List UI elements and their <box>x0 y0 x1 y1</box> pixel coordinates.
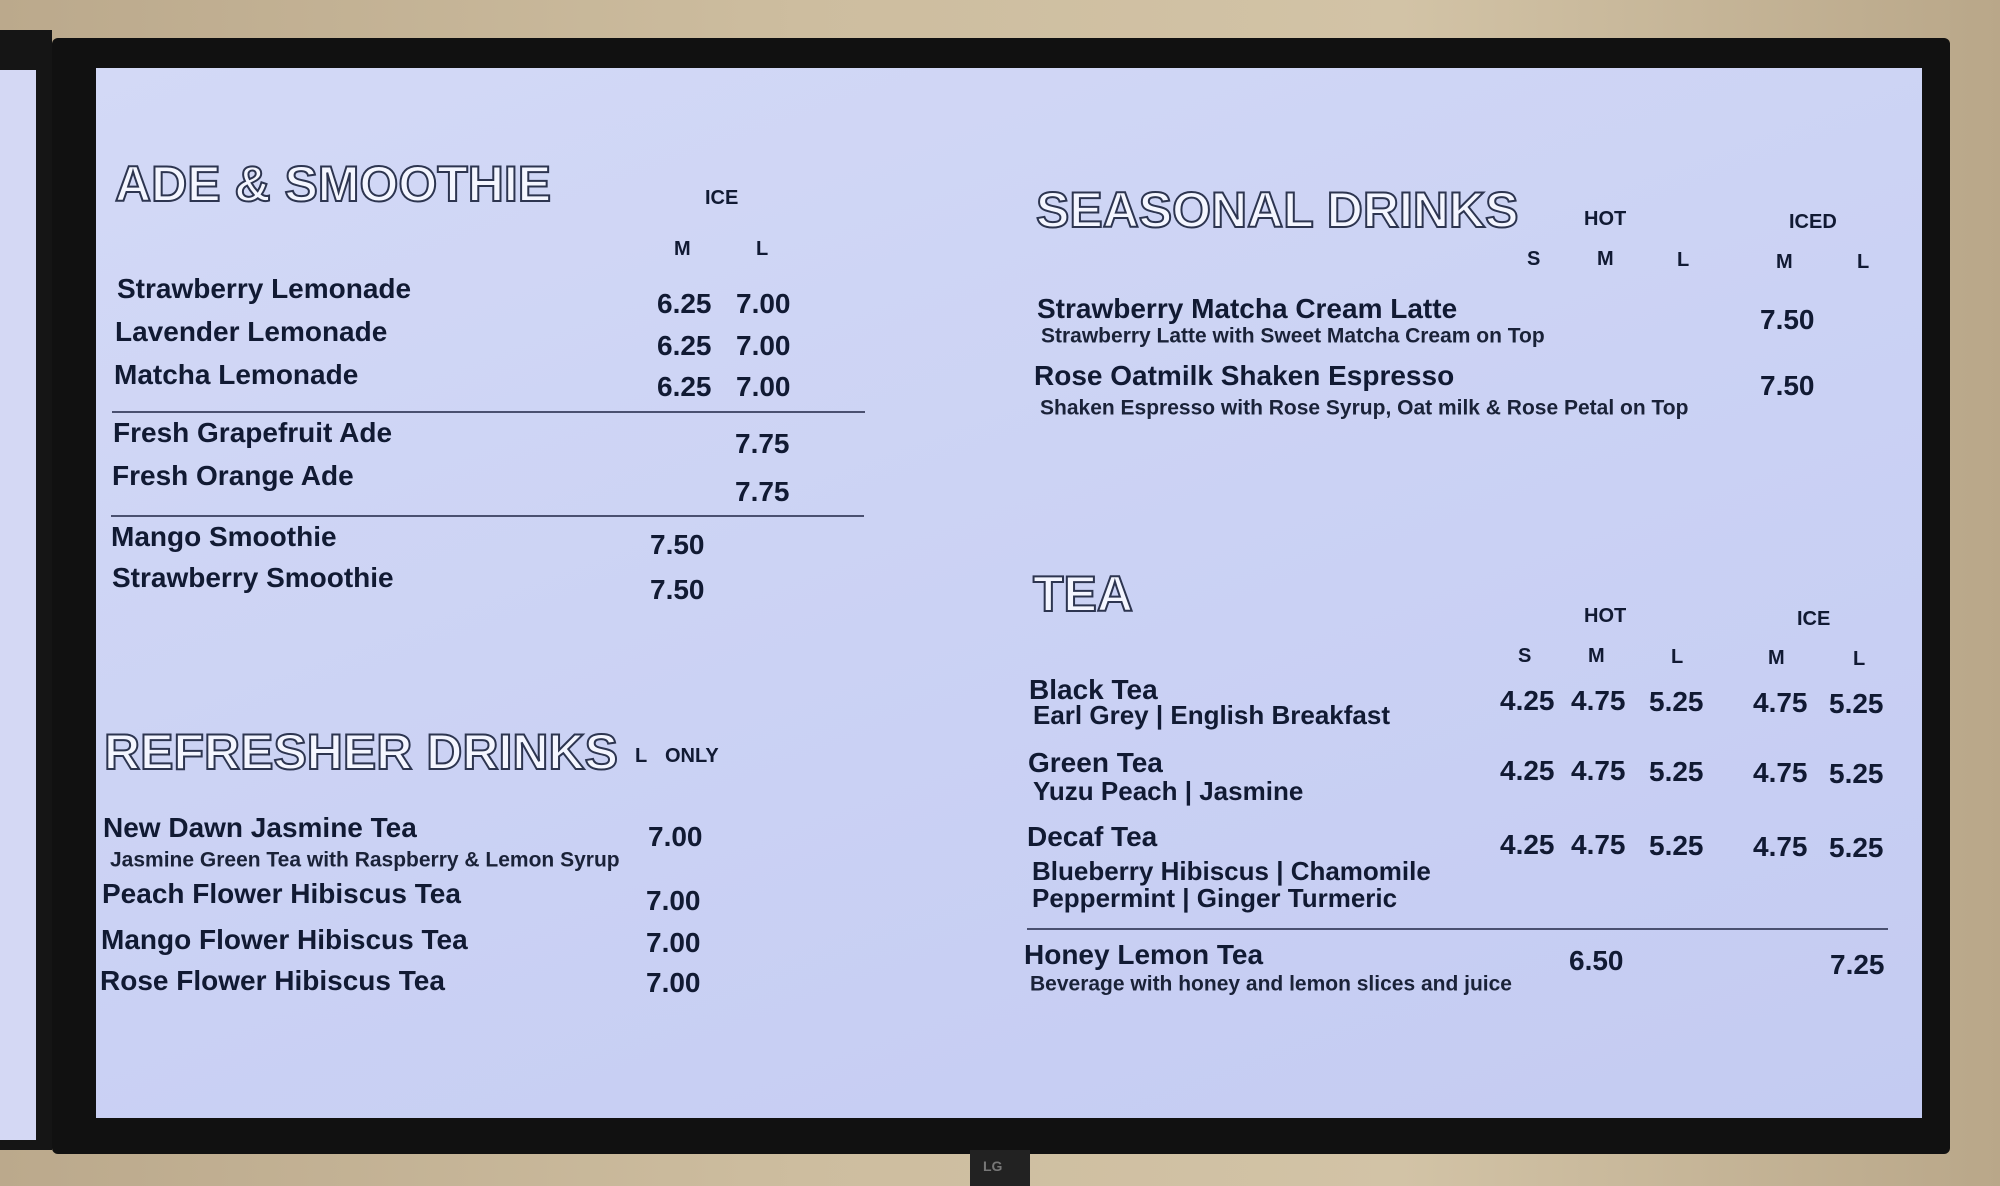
price-hot-s: 4.25 <box>1500 829 1555 860</box>
col-group-hot: HOT <box>1584 208 1627 230</box>
item-name: Fresh Grapefruit Ade <box>113 417 393 448</box>
price-ice-l: 5.25 <box>1829 832 1884 863</box>
item-name: Mango Smoothie <box>111 521 337 552</box>
price-hot: 6.50 <box>1569 945 1624 976</box>
adjacent-monitor <box>0 30 52 1150</box>
price-ice-m: 4.75 <box>1753 831 1808 862</box>
price-l: 7.00 <box>736 330 791 361</box>
section-title-ade-smoothie: ADE & SMOOTHIE <box>114 156 552 212</box>
item-desc: Beverage with honey and lemon slices and… <box>1030 972 1512 996</box>
item-name: Black Tea <box>1029 674 1158 705</box>
item-name: Peach Flower Hibiscus Tea <box>102 878 461 909</box>
price-iced-m: 7.50 <box>1760 370 1815 401</box>
price-hot-s: 4.25 <box>1500 685 1555 716</box>
col-l: L <box>1671 646 1684 668</box>
price-l: 7.00 <box>736 371 791 402</box>
price-m: 6.25 <box>657 371 712 402</box>
price: 7.00 <box>646 927 701 958</box>
price-l: 7.75 <box>735 428 790 459</box>
item-name: Strawberry Lemonade <box>117 273 412 304</box>
price-m: 6.25 <box>657 288 712 319</box>
price-ice-m: 4.75 <box>1753 757 1808 788</box>
price-m: 6.25 <box>657 330 712 361</box>
col-m: M <box>674 238 691 260</box>
col-group-iced: ICED <box>1789 211 1837 233</box>
item-name: Rose Flower Hibiscus Tea <box>100 965 445 996</box>
price-hot-m: 4.75 <box>1571 685 1626 716</box>
item-desc: Shaken Espresso with Rose Syrup, Oat mil… <box>1040 396 1689 420</box>
col-s: S <box>1527 248 1541 270</box>
section-title-refresher: REFRESHER DRINKS <box>103 724 619 780</box>
col-s: S <box>1518 645 1532 667</box>
price: 7.00 <box>646 967 701 998</box>
price-hot-l: 5.25 <box>1649 756 1704 787</box>
item-desc: Strawberry Latte with Sweet Matcha Cream… <box>1041 324 1545 348</box>
item-name: Decaf Tea <box>1027 821 1158 852</box>
tv-stand <box>970 1150 1030 1186</box>
item-name: Lavender Lemonade <box>115 316 388 347</box>
brand-logo: LG <box>983 1158 1003 1174</box>
item-desc: Jasmine Green Tea with Raspberry & Lemon… <box>110 848 620 872</box>
col-group-ice: ICE <box>1797 608 1831 630</box>
item-name: Green Tea <box>1028 747 1163 778</box>
col-m: M <box>1776 251 1793 273</box>
divider <box>112 411 865 413</box>
item-name: Fresh Orange Ade <box>112 460 354 491</box>
price-m: 7.50 <box>650 529 705 560</box>
item-name: New Dawn Jasmine Tea <box>103 812 417 843</box>
price-hot-s: 4.25 <box>1500 755 1555 786</box>
section-title-seasonal: SEASONAL DRINKS <box>1035 182 1519 238</box>
price-ice: 7.25 <box>1830 949 1885 980</box>
price-m: 7.50 <box>650 574 705 605</box>
price-l: 7.00 <box>736 288 791 319</box>
col-l: L <box>1677 249 1690 271</box>
price-hot-m: 4.75 <box>1571 829 1626 860</box>
adjacent-monitor-screen <box>0 70 36 1140</box>
col-m: M <box>1768 647 1785 669</box>
item-name: Honey Lemon Tea <box>1024 939 1264 970</box>
price-iced-m: 7.50 <box>1760 304 1815 335</box>
col-l: L <box>635 745 648 767</box>
divider <box>111 515 864 517</box>
item-sub: Blueberry Hibiscus | Chamomile <box>1032 856 1431 886</box>
col-l: L <box>1857 251 1870 273</box>
item-name: Matcha Lemonade <box>114 359 359 390</box>
price-hot-l: 5.25 <box>1649 830 1704 861</box>
item-name: Mango Flower Hibiscus Tea <box>101 924 468 955</box>
col-group-hot: HOT <box>1584 605 1627 627</box>
price-ice-m: 4.75 <box>1753 687 1808 718</box>
menu-screen <box>96 68 1922 1118</box>
col-only: ONLY <box>665 745 719 767</box>
item-sub: Peppermint | Ginger Turmeric <box>1032 883 1398 913</box>
price-l: 7.75 <box>735 476 790 507</box>
col-l: L <box>756 238 769 260</box>
col-m: M <box>1588 645 1605 667</box>
price-ice-l: 5.25 <box>1829 688 1884 719</box>
divider <box>1027 928 1888 930</box>
col-group-ice: ICE <box>705 187 739 209</box>
section-title-tea: TEA <box>1032 566 1134 622</box>
price: 7.00 <box>646 885 701 916</box>
item-name: Strawberry Smoothie <box>112 562 394 593</box>
price-ice-l: 5.25 <box>1829 758 1884 789</box>
price: 7.00 <box>648 821 703 852</box>
col-l: L <box>1853 648 1866 670</box>
item-name: Strawberry Matcha Cream Latte <box>1037 293 1458 324</box>
item-name: Rose Oatmilk Shaken Espresso <box>1034 360 1455 391</box>
item-sub: Earl Grey | English Breakfast <box>1033 700 1390 730</box>
item-sub: Yuzu Peach | Jasmine <box>1033 776 1304 806</box>
col-m: M <box>1597 248 1614 270</box>
price-hot-m: 4.75 <box>1571 755 1626 786</box>
price-hot-l: 5.25 <box>1649 686 1704 717</box>
